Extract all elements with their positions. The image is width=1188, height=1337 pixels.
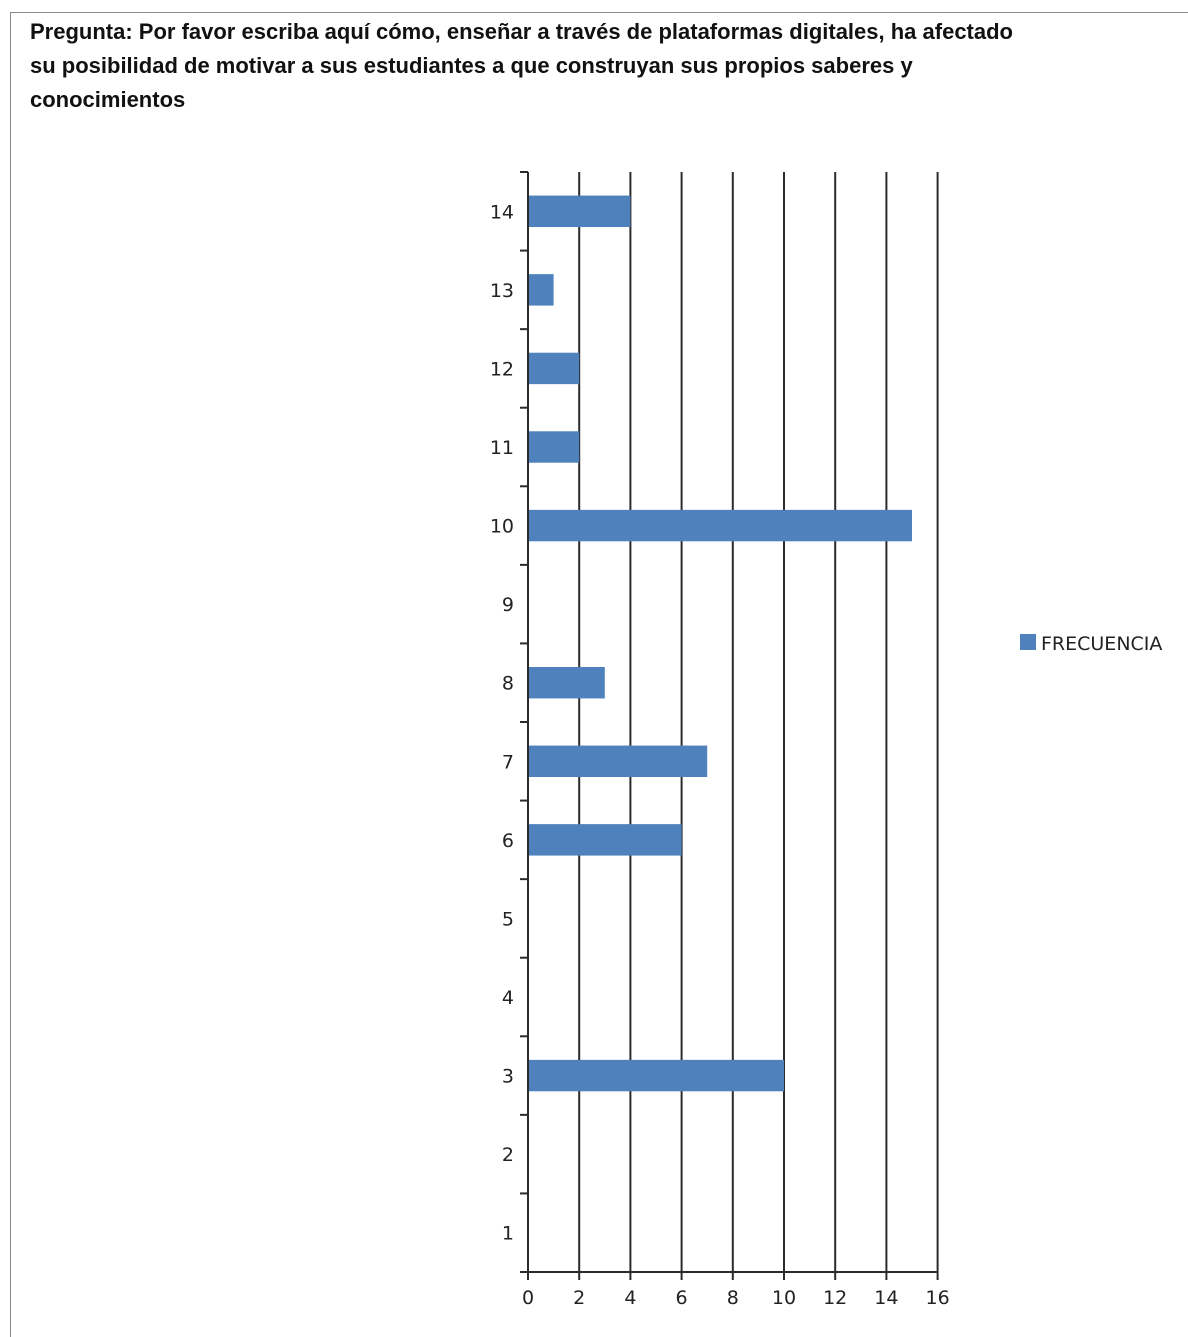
- chart-title: Pregunta: Por favor escriba aquí cómo, e…: [30, 19, 1013, 112]
- x-tick-label: 6: [676, 1287, 688, 1309]
- bar-14: [528, 195, 631, 227]
- legend-label: FRECUENCIA: [1041, 633, 1162, 655]
- y-tick-label: 2: [502, 1144, 514, 1166]
- y-tick-label: 6: [502, 830, 514, 852]
- y-tick-label: 8: [502, 673, 514, 695]
- bar-3: [528, 1059, 784, 1092]
- y-tick-label: 10: [490, 516, 514, 538]
- x-tick-label: 10: [772, 1287, 796, 1309]
- y-tick-label: 13: [490, 280, 514, 302]
- x-tick-label: 8: [727, 1287, 739, 1309]
- y-tick-label: 1: [502, 1223, 514, 1245]
- y-tick-label: 9: [502, 594, 514, 616]
- x-tick-label: 16: [926, 1287, 950, 1309]
- bar-6: [528, 824, 682, 856]
- x-tick-label: 12: [823, 1287, 847, 1309]
- bar-8: [528, 667, 605, 699]
- bar-13: [528, 274, 554, 306]
- bar-12: [528, 352, 580, 385]
- y-tick-label: 14: [490, 201, 514, 223]
- y-tick-label: 4: [502, 987, 514, 1009]
- y-tick-label: 7: [502, 751, 514, 773]
- bar-11: [528, 431, 580, 463]
- y-tick-label: 12: [490, 358, 514, 380]
- bar-10: [528, 509, 912, 542]
- y-tick-label: 5: [502, 908, 514, 930]
- y-tick-label: 3: [502, 1066, 514, 1088]
- x-tick-label: 2: [573, 1287, 585, 1309]
- x-tick-label: 4: [624, 1287, 636, 1309]
- y-tick-label: 11: [490, 437, 514, 459]
- x-tick-label: 0: [522, 1287, 534, 1309]
- bar-7: [528, 745, 708, 777]
- x-tick-label: 14: [874, 1287, 898, 1309]
- legend-swatch: [1020, 634, 1036, 650]
